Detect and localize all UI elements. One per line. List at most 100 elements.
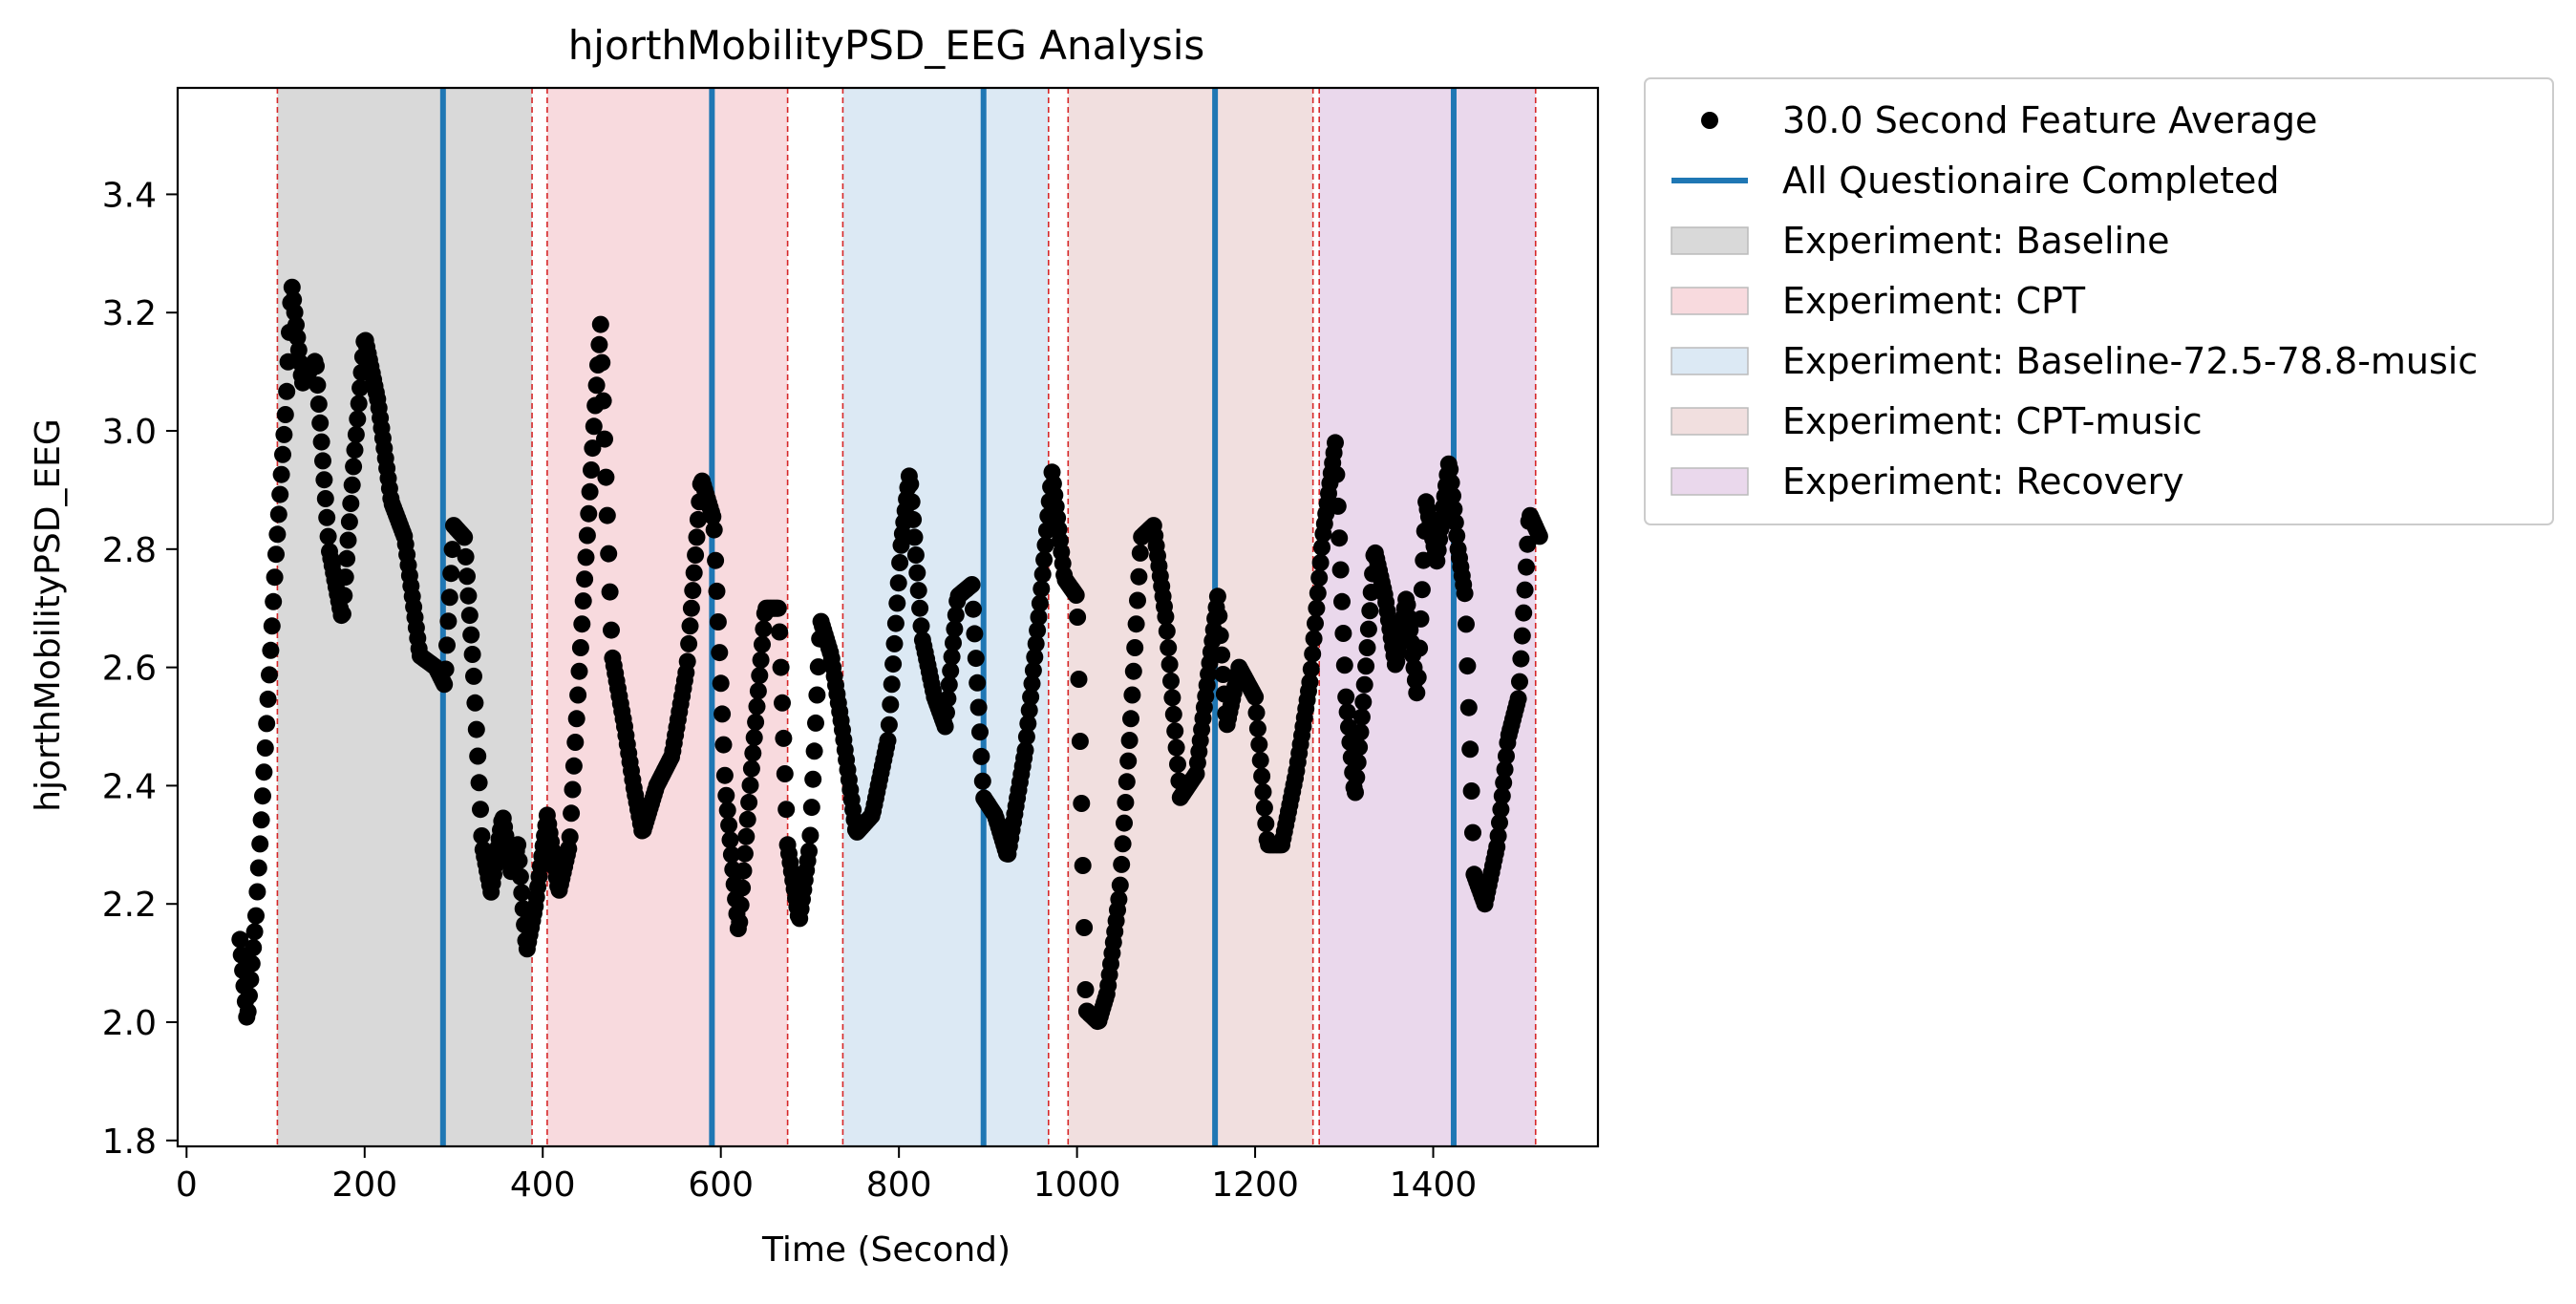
data-point-169 — [456, 528, 474, 546]
data-point-434 — [809, 658, 827, 676]
data-point-663 — [1116, 814, 1133, 832]
legend-label-5: Experiment: Baseline-72.5-78.8-music — [1782, 340, 2478, 382]
data-point-87 — [346, 441, 364, 460]
data-point-907 — [1441, 460, 1459, 479]
data-point-974 — [1530, 527, 1548, 545]
data-point-556 — [972, 747, 990, 765]
data-point-386 — [745, 729, 763, 747]
data-point-660 — [1111, 876, 1129, 894]
data-point-383 — [741, 777, 759, 794]
data-point-811 — [1313, 539, 1331, 556]
legend-marker-1 — [1701, 112, 1718, 129]
data-point-58 — [308, 357, 325, 375]
data-point-29 — [268, 525, 287, 544]
data-point-257 — [573, 615, 591, 633]
data-point-40 — [283, 278, 301, 296]
data-point-695 — [1158, 622, 1176, 640]
x-tick-label-8: 1400 — [1390, 1165, 1478, 1205]
data-point-493 — [888, 594, 906, 612]
data-point-734 — [1210, 607, 1228, 625]
data-point-155 — [436, 660, 455, 678]
data-point-427 — [800, 843, 818, 860]
data-point-382 — [740, 793, 758, 811]
data-point-16 — [251, 835, 269, 853]
data-point-375 — [731, 913, 749, 931]
data-point-26 — [265, 592, 283, 610]
data-point-961 — [1513, 627, 1531, 645]
data-point-154 — [436, 675, 454, 694]
data-point-362 — [713, 705, 732, 723]
data-point-430 — [804, 770, 822, 788]
region-2 — [546, 88, 788, 1146]
data-point-885 — [1412, 609, 1430, 628]
data-point-672 — [1127, 615, 1145, 633]
data-point-699 — [1163, 689, 1182, 707]
data-point-156 — [438, 636, 456, 654]
data-point-554 — [969, 698, 988, 716]
data-point-10 — [243, 954, 261, 973]
data-point-271 — [591, 315, 609, 333]
data-point-839 — [1351, 738, 1369, 757]
data-point-826 — [1333, 592, 1351, 610]
data-point-530 — [938, 703, 955, 721]
data-point-533 — [942, 662, 960, 680]
data-point-596 — [1026, 648, 1044, 666]
data-point-358 — [708, 582, 726, 600]
y-tick-label-2: 2.0 — [102, 1004, 157, 1043]
legend-frame — [1644, 77, 2554, 525]
data-point-364 — [715, 766, 734, 784]
data-point-379 — [735, 844, 754, 863]
data-point-13 — [247, 907, 265, 925]
data-point-21 — [258, 715, 276, 733]
data-point-701 — [1166, 722, 1184, 740]
data-point-836 — [1347, 783, 1364, 802]
x-tick-label-2: 200 — [331, 1165, 397, 1205]
data-point-508 — [908, 564, 926, 582]
data-point-212 — [513, 884, 531, 902]
y-tick-label-3: 2.2 — [102, 886, 157, 925]
legend-label-6: Experiment: CPT-music — [1782, 400, 2203, 442]
data-point-355 — [704, 507, 722, 525]
data-point-507 — [906, 546, 925, 564]
data-point-359 — [709, 613, 727, 631]
data-point-487 — [880, 716, 898, 734]
data-point-837 — [1348, 768, 1366, 786]
data-point-24 — [262, 641, 280, 659]
data-point-505 — [905, 510, 923, 528]
data-point-877 — [1401, 621, 1419, 639]
data-point-594 — [1023, 674, 1041, 693]
data-point-808 — [1309, 584, 1327, 602]
data-point-599 — [1030, 609, 1048, 626]
data-point-529 — [936, 717, 954, 736]
legend-patch-6 — [1671, 407, 1749, 436]
y-tick-label-4: 2.4 — [102, 767, 157, 806]
data-point-17 — [252, 811, 270, 829]
data-point-909 — [1444, 487, 1461, 505]
data-point-910 — [1445, 501, 1463, 518]
legend-patch-4 — [1671, 287, 1749, 315]
x-tick-label-3: 400 — [510, 1165, 576, 1205]
data-point-175 — [463, 646, 481, 663]
data-point-912 — [1448, 526, 1466, 545]
data-point-90 — [350, 395, 368, 413]
data-point-15 — [249, 859, 267, 877]
data-point-275 — [597, 468, 615, 486]
data-point-486 — [879, 732, 897, 750]
data-point-433 — [808, 686, 826, 704]
data-point-19 — [255, 763, 273, 781]
data-point-249 — [563, 804, 581, 823]
data-point-805 — [1305, 630, 1323, 648]
data-point-945 — [1492, 801, 1510, 819]
data-point-669 — [1123, 686, 1141, 704]
y-tick-label-1: 1.8 — [102, 1122, 157, 1162]
data-point-408 — [775, 729, 793, 747]
data-point-270 — [590, 335, 608, 353]
data-point-263 — [581, 482, 599, 501]
y-tick-label-6: 2.8 — [102, 531, 157, 570]
data-point-157 — [439, 612, 458, 631]
data-point-361 — [712, 674, 730, 693]
data-point-210 — [510, 852, 528, 869]
data-point-494 — [889, 574, 907, 592]
data-point-170 — [457, 547, 475, 566]
data-point-592 — [1020, 701, 1038, 719]
